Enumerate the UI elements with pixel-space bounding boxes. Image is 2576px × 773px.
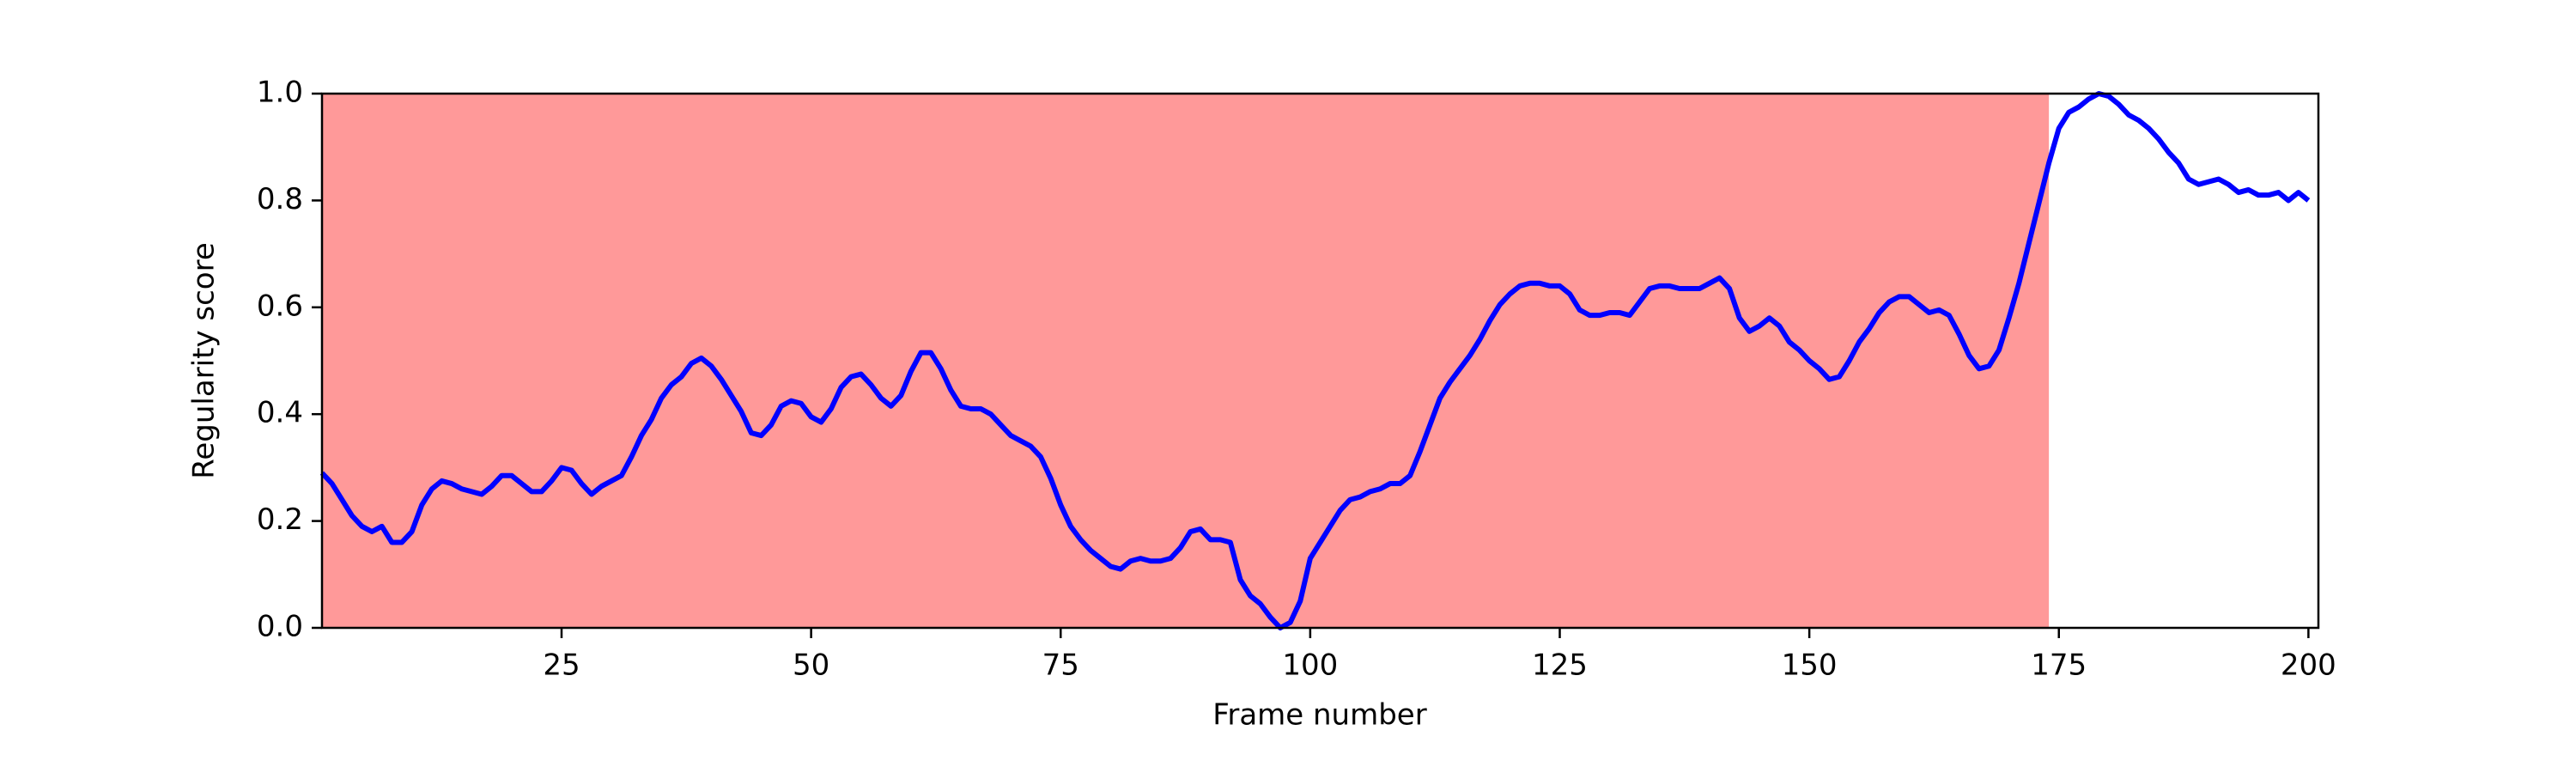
x-tick-label: 100 (1282, 648, 1338, 683)
y-tick-label: 0.0 (257, 610, 303, 644)
x-axis-label: Frame number (1212, 698, 1426, 733)
x-tick-label: 75 (1042, 648, 1079, 683)
data-line (319, 91, 2311, 630)
y-tick-label: 1.0 (257, 76, 303, 110)
y-tick-label: 0.8 (257, 182, 303, 216)
plot-frame (320, 92, 2320, 630)
y-axis-label: Regularity score (187, 242, 222, 478)
x-tick-label: 50 (793, 648, 829, 683)
x-tick-label: 25 (543, 648, 580, 683)
x-tick-label: 175 (2031, 648, 2087, 683)
y-tick-label: 0.4 (257, 396, 303, 430)
x-tick-label: 150 (1782, 648, 1838, 683)
y-tick-label: 0.6 (257, 289, 303, 323)
y-tick-label: 0.2 (257, 502, 303, 537)
shaded-span (322, 94, 2050, 628)
x-tick-label: 125 (1532, 648, 1588, 683)
x-tick-label: 200 (2281, 648, 2336, 683)
